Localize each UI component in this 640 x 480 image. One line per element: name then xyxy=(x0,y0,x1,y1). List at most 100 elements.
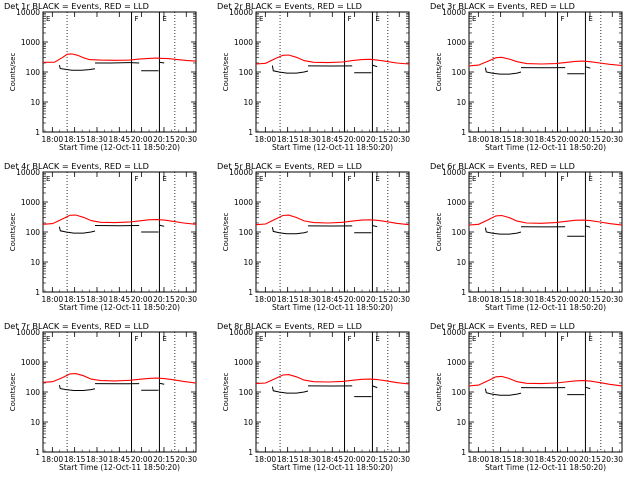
x-tick-label: 18:00 xyxy=(255,135,277,144)
x-tick-label: 20:15 xyxy=(366,455,388,464)
red-series-line xyxy=(42,214,197,225)
x-tick-label: 18:45 xyxy=(321,295,343,304)
plot-frame xyxy=(468,171,623,293)
y-tick-label: 10000 xyxy=(442,8,466,17)
red-series-line xyxy=(42,53,197,63)
x-tick-label: 20:15 xyxy=(153,135,175,144)
x-tick-label: 18:45 xyxy=(321,455,343,464)
y-tick-label: 1 xyxy=(248,128,253,137)
black-series-segment xyxy=(271,65,309,74)
y-tick-label: 100 xyxy=(452,388,467,397)
x-tick-label: 18:30 xyxy=(299,135,321,144)
x-tick-label: 20:30 xyxy=(601,455,623,464)
y-axis-label: Counts/sec xyxy=(9,213,17,252)
y-tick-label: 10 xyxy=(243,258,253,267)
x-tick-label: 18:15 xyxy=(490,455,512,464)
y-tick-label: 10 xyxy=(456,98,466,107)
y-tick-label: 10000 xyxy=(442,328,466,337)
x-tick-label: 18:00 xyxy=(255,455,277,464)
y-tick-label: 1000 xyxy=(21,358,40,367)
x-tick-label: 20:30 xyxy=(601,295,623,304)
flag-marker: E xyxy=(472,335,476,343)
x-tick-label: 18:30 xyxy=(86,135,108,144)
y-tick-label: 10000 xyxy=(442,168,466,177)
panel-det-5: Det 5r BLACK = Events, RED = LLD 1 10 100 10… xyxy=(217,161,410,312)
y-tick-label: 1000 xyxy=(234,358,253,367)
black-series-segment xyxy=(372,225,378,228)
plot-frame xyxy=(468,11,623,133)
panel-title: Det 3r BLACK = Events, RED = LLD xyxy=(430,1,575,11)
x-tick-label: 20:30 xyxy=(175,135,197,144)
red-series-line xyxy=(468,375,623,387)
y-tick-label: 100 xyxy=(26,388,41,397)
x-axis-label: Start Time (12-Oct-11 18:50:20) xyxy=(272,143,393,152)
plot-frame xyxy=(255,171,410,293)
panel-title: Det 8r BLACK = Events, RED = LLD xyxy=(217,321,362,331)
x-tick-label: 20:00 xyxy=(131,295,153,304)
x-tick-label: 20:15 xyxy=(366,135,388,144)
flag-marker: E xyxy=(259,175,263,183)
y-tick-label: 100 xyxy=(239,228,254,237)
x-tick-label: 20:00 xyxy=(557,455,579,464)
x-axis-label: Start Time (12-Oct-11 18:50:20) xyxy=(59,303,180,312)
flag-marker: E xyxy=(588,15,592,23)
x-tick-label: 20:15 xyxy=(579,295,601,304)
flag-marker: E xyxy=(472,15,476,23)
flag-marker: E xyxy=(46,335,50,343)
panel-det-6: Det 6r BLACK = Events, RED = LLD 1 10 100 10… xyxy=(430,161,623,312)
panel-det-4: Det 4r BLACK = Events, RED = LLD 1 10 100 10… xyxy=(4,161,197,312)
x-tick-label: 20:30 xyxy=(388,135,410,144)
x-tick-label: 18:15 xyxy=(277,135,299,144)
x-tick-label: 18:00 xyxy=(42,295,64,304)
panel-det-8: Det 8r BLACK = Events, RED = LLD 1 10 100 10… xyxy=(217,321,410,472)
x-axis-label: Start Time (12-Oct-11 18:50:20) xyxy=(485,463,606,472)
y-tick-label: 1 xyxy=(461,128,466,137)
y-tick-label: 100 xyxy=(26,68,41,77)
x-tick-label: 18:00 xyxy=(42,135,64,144)
x-tick-label: 20:15 xyxy=(153,455,175,464)
x-tick-label: 18:15 xyxy=(490,135,512,144)
panel-det-1: Det 1r BLACK = Events, RED = LLD 1 10 100 10… xyxy=(4,1,197,152)
y-tick-label: 100 xyxy=(239,68,254,77)
flag-marker: F xyxy=(561,335,565,343)
x-tick-label: 20:00 xyxy=(344,455,366,464)
plot-frame xyxy=(42,11,197,133)
flag-marker: E xyxy=(375,335,379,343)
panel-title: Det 1r BLACK = Events, RED = LLD xyxy=(4,1,149,11)
flag-marker: E xyxy=(375,175,379,183)
black-series-segment xyxy=(159,61,165,64)
x-tick-label: 18:30 xyxy=(86,455,108,464)
y-tick-label: 1 xyxy=(35,448,40,457)
red-series-line xyxy=(255,374,410,385)
flag-marker: F xyxy=(135,15,139,23)
y-tick-label: 10 xyxy=(30,258,40,267)
panel-det-9: Det 9r BLACK = Events, RED = LLD 1 10 100 10… xyxy=(430,321,623,472)
x-tick-label: 20:00 xyxy=(557,295,579,304)
y-axis-label: Counts/sec xyxy=(9,53,17,92)
x-tick-label: 20:30 xyxy=(175,295,197,304)
flag-marker: F xyxy=(561,15,565,23)
y-tick-label: 10 xyxy=(30,418,40,427)
y-tick-label: 10 xyxy=(243,418,253,427)
panel-title: Det 9r BLACK = Events, RED = LLD xyxy=(430,321,575,331)
black-series-segment xyxy=(585,66,591,69)
black-series-segment xyxy=(58,226,96,234)
y-tick-label: 1 xyxy=(35,128,40,137)
y-tick-label: 10 xyxy=(456,418,466,427)
flag-marker: E xyxy=(162,335,166,343)
x-tick-label: 18:30 xyxy=(512,455,534,464)
y-tick-label: 1000 xyxy=(21,198,40,207)
x-tick-label: 20:30 xyxy=(601,135,623,144)
x-tick-label: 20:00 xyxy=(131,455,153,464)
black-series-segment xyxy=(585,225,591,228)
x-tick-label: 18:15 xyxy=(64,295,86,304)
x-tick-label: 18:15 xyxy=(64,135,86,144)
x-axis-label: Start Time (12-Oct-11 18:50:20) xyxy=(59,463,180,472)
x-tick-label: 18:30 xyxy=(299,455,321,464)
y-axis-label: Counts/sec xyxy=(9,373,17,412)
x-axis-label: Start Time (12-Oct-11 18:50:20) xyxy=(272,463,393,472)
flag-marker: E xyxy=(588,335,592,343)
x-tick-label: 20:30 xyxy=(388,295,410,304)
flag-marker: E xyxy=(162,15,166,23)
